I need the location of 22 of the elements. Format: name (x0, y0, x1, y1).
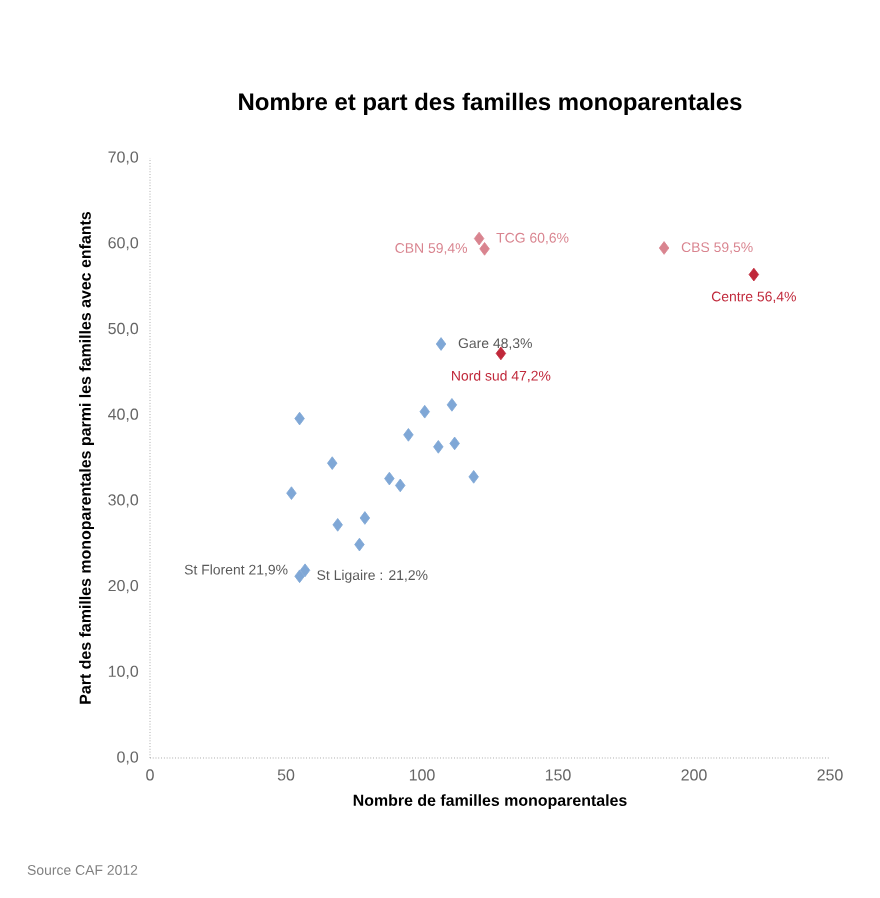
point (299, 563, 311, 578)
point (473, 231, 485, 246)
point (327, 456, 338, 470)
point (359, 511, 371, 525)
point (294, 411, 305, 426)
point (384, 471, 395, 486)
point (354, 537, 365, 552)
point (395, 478, 406, 493)
chart-title: Nombre et part des familles monoparentales (239, 92, 742, 116)
point (294, 569, 305, 584)
point (332, 518, 343, 532)
point (479, 242, 490, 256)
point (286, 486, 297, 500)
point (748, 267, 760, 282)
point (449, 436, 460, 451)
point (403, 428, 414, 442)
point (468, 470, 479, 484)
point (419, 404, 430, 419)
point (658, 241, 670, 255)
point (433, 440, 444, 454)
point (435, 337, 447, 351)
point (446, 398, 458, 412)
